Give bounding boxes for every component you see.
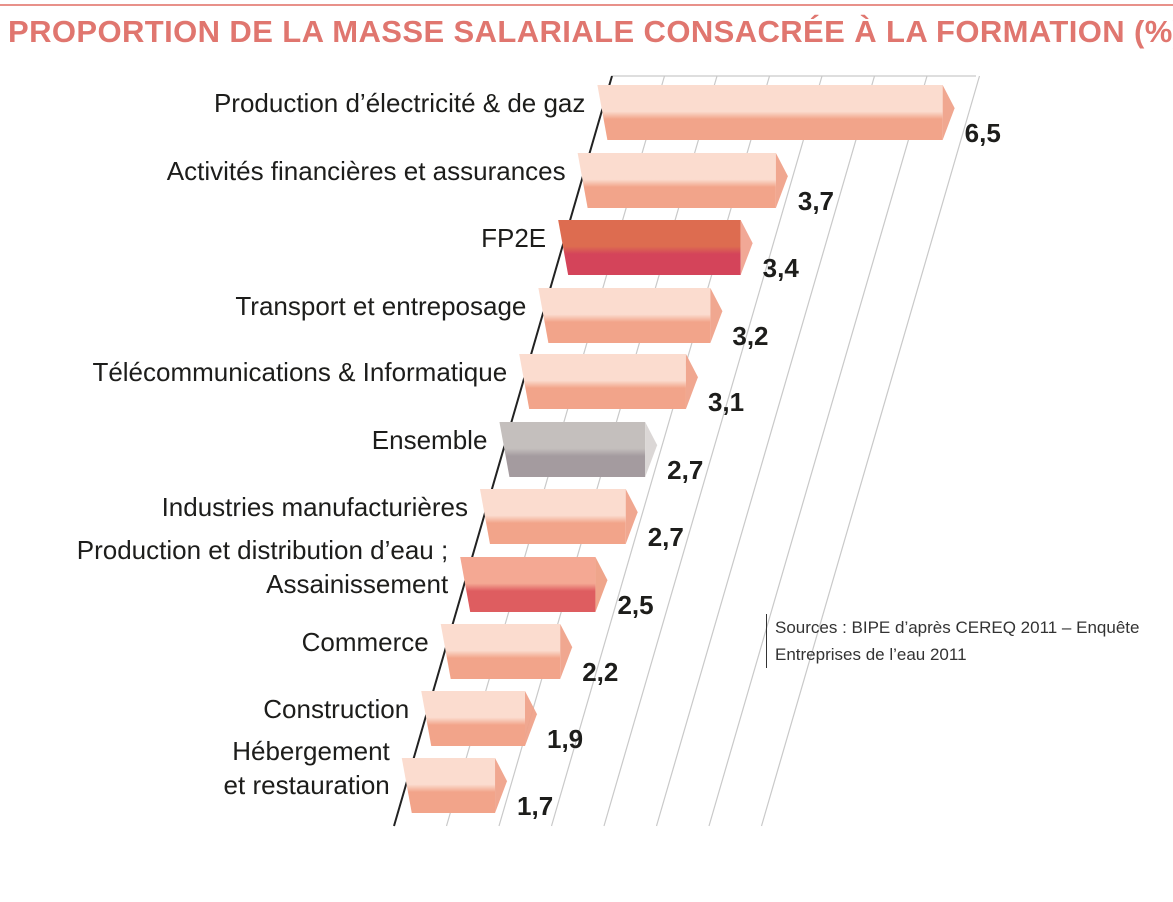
category-label-line: Production et distribution d’eau ; (77, 535, 448, 565)
gridline (760, 75, 981, 827)
bar (597, 85, 943, 140)
category-label: Construction (263, 694, 409, 724)
bar-end (495, 758, 508, 813)
category-label-line: Construction (263, 694, 409, 724)
bar-end (625, 489, 638, 544)
category-label-line: Industries manufacturières (162, 492, 468, 522)
category-label-line: Ensemble (372, 425, 488, 455)
bar-end (710, 288, 723, 343)
value-label: 2,7 (648, 522, 684, 552)
category-label: Activités financières et assurances (167, 156, 566, 186)
bar-end (740, 220, 753, 275)
category-label: Production et distribution d’eau ; Assain… (77, 535, 449, 599)
category-label-line: et restauration (224, 770, 390, 800)
category-label-line: Hébergement (232, 736, 390, 766)
category-label-line: FP2E (481, 223, 546, 253)
value-label: 2,2 (582, 657, 618, 687)
bar (421, 691, 525, 746)
category-label-line: Commerce (302, 627, 429, 657)
gridline (708, 75, 928, 827)
bars (401, 85, 955, 813)
value-label: 1,9 (547, 724, 583, 754)
category-label-line: Transport et entreposage (235, 291, 526, 321)
bar (519, 354, 686, 409)
bar (460, 557, 596, 612)
bar (558, 220, 741, 275)
value-label: 2,5 (617, 590, 653, 620)
category-label: Production d’électricité & de gaz (214, 88, 585, 118)
value-label: 3,4 (763, 253, 800, 283)
bar-end (560, 624, 573, 679)
bar-end (524, 691, 537, 746)
value-label: 3,2 (732, 321, 768, 351)
category-label-line: Télécommunications & Informatique (92, 357, 507, 387)
value-label: 1,7 (517, 791, 553, 821)
value-label: 3,1 (708, 387, 744, 417)
bar (499, 422, 646, 477)
category-label: Transport et entreposage (235, 291, 526, 321)
category-label: Industries manufacturières (162, 492, 468, 522)
value-label: 2,7 (667, 455, 703, 485)
value-label: 3,7 (798, 186, 834, 216)
bar-end (685, 354, 698, 409)
bar (479, 489, 626, 544)
chart-title: PROPORTION DE LA MASSE SALARIALE CONSACR… (8, 14, 1173, 49)
bar-end (942, 85, 955, 140)
bar-end (645, 422, 658, 477)
gridline (655, 75, 876, 827)
category-label: Télécommunications & Informatique (92, 357, 507, 387)
top-rule (0, 4, 1173, 6)
category-label-line: Assainissement (266, 569, 449, 599)
bar (440, 624, 561, 679)
source-line-1: Sources : BIPE d’après CEREQ 2011 – Enqu… (775, 618, 1140, 637)
category-label: Commerce (302, 627, 429, 657)
category-labels: Production d’électricité & de gaz Activit… (77, 88, 586, 800)
gridline (603, 75, 823, 827)
category-label: Ensemble (372, 425, 488, 455)
category-label-line: Production d’électricité & de gaz (214, 88, 585, 118)
category-label: Hébergement et restauration (224, 736, 391, 800)
bar (577, 153, 776, 208)
source-note: Sources : BIPE d’après CEREQ 2011 – Enqu… (766, 614, 1139, 668)
bar (401, 758, 496, 813)
category-label-line: Activités financières et assurances (167, 156, 566, 186)
source-line-2: Entreprises de l’eau 2011 (775, 645, 967, 664)
value-labels: 6,5 3,7 3,4 3,2 3,1 2,7 2,7 2,5 2,2 1,9 1,7 (517, 118, 1001, 821)
category-label: FP2E (481, 223, 546, 253)
bar (538, 288, 711, 343)
bar-end (775, 153, 788, 208)
value-label: 6,5 (965, 118, 1001, 148)
bar-end (595, 557, 608, 612)
